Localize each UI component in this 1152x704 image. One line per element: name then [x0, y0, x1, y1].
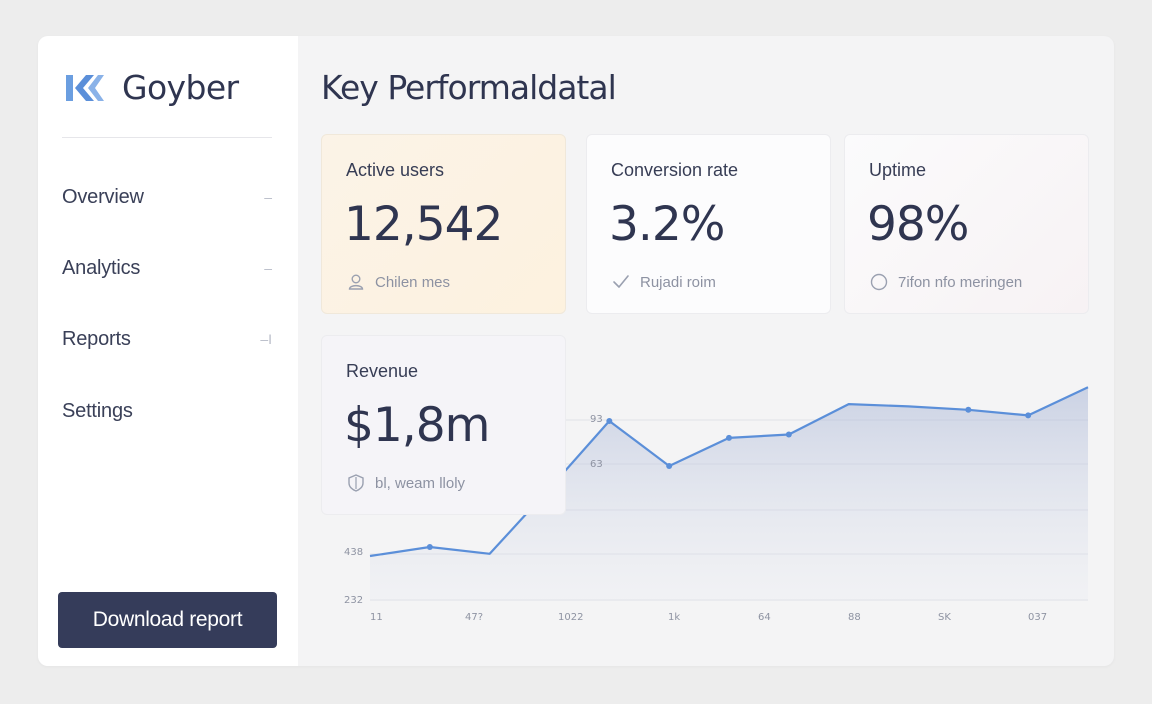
card-label: Uptime [869, 160, 927, 180]
chart-x-ticks: 11 47? 1022 1k 64 88 SK 037 [370, 612, 1047, 623]
check-icon [613, 275, 629, 288]
sidebar: Goyber Overview – Analytics – Reports –I… [38, 36, 298, 666]
sidebar-item-overview[interactable]: Overview – [62, 179, 272, 215]
nav-marker: – [264, 260, 272, 276]
page-title: Key Performaldatal [321, 68, 617, 107]
sidebar-item-settings[interactable]: Settings [62, 393, 272, 429]
chart-x-tick-label: 1k [668, 612, 680, 623]
sidebar-item-label: Reports [62, 327, 131, 350]
kpi-card-active-users[interactable]: Active users 12,542 Chilen mes [321, 134, 566, 314]
shield-icon [348, 474, 364, 492]
chart-x-tick-label: 1022 [558, 612, 583, 623]
brand-logo-icon [66, 74, 104, 101]
kpi-card-revenue[interactable]: Revenue $1,8m bl, weam lloly [321, 335, 566, 515]
users-icon [348, 274, 364, 290]
card-foot-text: bl, weam lloly [375, 474, 466, 492]
chart-x-tick-label: SK [938, 612, 951, 623]
chart-x-tick-label: 11 [370, 612, 383, 623]
download-report-button[interactable]: Download report [58, 592, 277, 648]
sidebar-item-label: Overview [62, 185, 144, 208]
chart-data-point [726, 434, 732, 441]
sidebar-item-label: Analytics [62, 256, 141, 279]
chart-data-point [606, 418, 613, 424]
chart-data-point [666, 463, 673, 469]
chart-x-tick-label: 037 [1028, 612, 1047, 623]
brand-name: Goyber [122, 68, 239, 107]
card-value: 12,542 [344, 197, 503, 252]
card-foot-text: Rujadi roim [640, 273, 716, 291]
dashboard-window: Goyber Overview – Analytics – Reports –I… [38, 36, 1114, 666]
chart-data-point [426, 544, 433, 550]
chart-x-tick-label: 88 [848, 612, 861, 623]
card-value: $1,8m [344, 398, 490, 453]
chart-y-tick-label: 93 [590, 414, 603, 425]
chart-data-point [965, 406, 972, 413]
clock-icon [870, 273, 888, 291]
card-foot-text: 7ifon nfo meringen [898, 273, 1023, 291]
chart-data-point [1025, 412, 1032, 419]
sidebar-item-label: Settings [62, 399, 133, 422]
chart-y-tick-label: 438 [344, 547, 363, 558]
sidebar-divider [62, 137, 272, 138]
card-label: Revenue [346, 361, 419, 381]
card-label: Active users [346, 160, 445, 180]
nav-marker: –I [260, 331, 272, 347]
kpi-card-uptime[interactable]: Uptime 98% 7ifon nfo meringen [844, 134, 1089, 314]
card-label: Conversion rate [611, 160, 739, 180]
card-foot-text: Chilen mes [375, 273, 451, 291]
card-value: 3.2% [609, 197, 725, 252]
brand[interactable]: Goyber [64, 68, 239, 107]
chart-y-tick-label: 63 [590, 459, 603, 470]
chart-x-tick-label: 64 [758, 612, 771, 623]
kpi-card-conversion-rate[interactable]: Conversion rate 3.2% Rujadi roim [586, 134, 831, 314]
chart-x-tick-label: 47? [465, 612, 483, 623]
chart-y-tick-label: 232 [344, 595, 363, 606]
sidebar-item-analytics[interactable]: Analytics – [62, 250, 272, 286]
sidebar-item-reports[interactable]: Reports –I [62, 321, 272, 357]
nav-marker: – [264, 189, 272, 205]
card-value: 98% [867, 197, 969, 252]
chart-data-point [785, 431, 792, 438]
